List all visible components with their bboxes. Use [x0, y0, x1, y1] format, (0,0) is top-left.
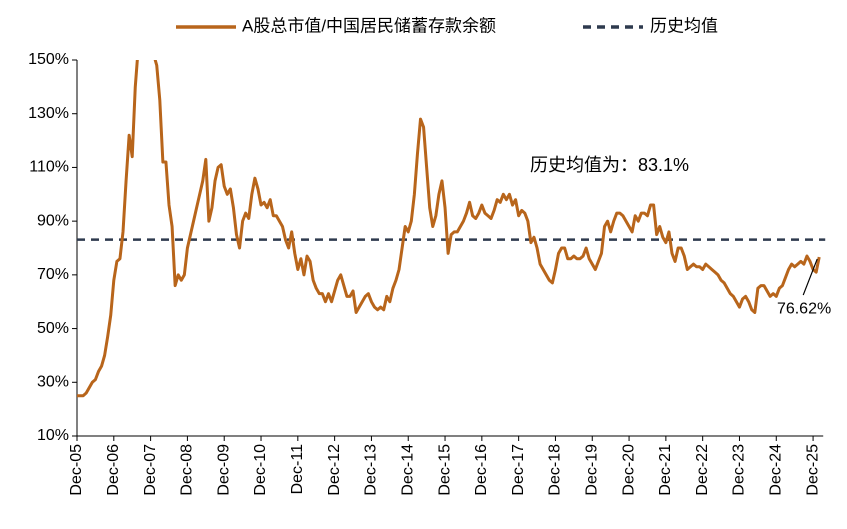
x-tick-label: Dec-12 — [326, 444, 343, 496]
x-tick-label: Dec-15 — [436, 444, 453, 496]
x-tick-label: Dec-10 — [252, 444, 269, 496]
x-tick-label: Dec-08 — [179, 444, 196, 496]
legend-label: 历史均值 — [650, 16, 718, 35]
x-tick-label: Dec-14 — [399, 444, 416, 496]
label-leader — [802, 258, 818, 296]
y-tick-label: 110% — [29, 159, 69, 176]
x-tick-label: Dec-24 — [767, 444, 784, 496]
x-tick-label: Dec-25 — [804, 444, 821, 496]
x-tick-label: Dec-18 — [547, 444, 564, 496]
x-tick-label: Dec-07 — [142, 444, 159, 496]
y-tick-label: 70% — [37, 266, 69, 283]
value-label: 76.62% — [777, 300, 831, 317]
x-tick-label: Dec-09 — [215, 444, 232, 496]
mean-annotation: 历史均值为：83.1% — [530, 155, 689, 175]
y-tick-label: 10% — [37, 427, 69, 444]
x-tick-label: Dec-17 — [510, 444, 527, 496]
x-tick-label: Dec-21 — [657, 444, 674, 496]
y-tick-label: 30% — [37, 374, 69, 391]
legend-label: A股总市值/中国居民储蓄存款余额 — [242, 16, 496, 35]
x-tick-label: Dec-05 — [68, 444, 85, 496]
y-tick-label: 130% — [28, 105, 69, 122]
y-tick-label: 150% — [28, 51, 69, 68]
x-tick-label: Dec-11 — [289, 444, 306, 494]
y-tick-label: 90% — [37, 212, 69, 229]
x-tick-label: Dec-22 — [694, 444, 711, 496]
x-tick-label: Dec-23 — [731, 444, 748, 496]
x-tick-label: Dec-16 — [473, 444, 490, 496]
x-tick-label: Dec-19 — [583, 444, 600, 496]
y-tick-label: 50% — [37, 320, 69, 337]
x-tick-label: Dec-06 — [105, 444, 122, 496]
x-tick-label: Dec-20 — [620, 444, 637, 496]
data-line — [77, 60, 821, 398]
plot-area — [77, 60, 821, 398]
x-tick-label: Dec-13 — [363, 444, 380, 496]
